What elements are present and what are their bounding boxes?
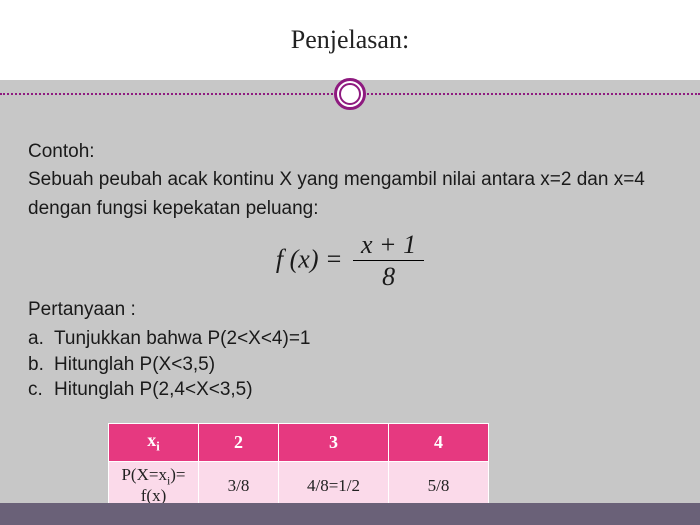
formula-numerator: x + 1: [353, 231, 424, 261]
table-header-row: xi 2 3 4: [109, 423, 489, 461]
question-text: Hitunglah P(X<3,5): [54, 352, 215, 378]
formula-denominator: 8: [353, 261, 424, 292]
table-header-col: 4: [389, 423, 489, 461]
formula-lhs: f (x) =: [276, 244, 343, 273]
content-area: Contoh: Sebuah peubah acak kontinu X yan…: [0, 80, 700, 511]
questions-header: Pertanyaan :: [28, 298, 672, 322]
formula: f (x) = x + 1 8: [28, 231, 672, 292]
question-text: Hitunglah P(2,4<X<3,5): [54, 377, 253, 403]
table-header-col: 3: [279, 423, 389, 461]
question-item: c. Hitunglah P(2,4<X<3,5): [28, 377, 672, 403]
question-marker: a.: [28, 326, 54, 352]
intro-line2: dengan fungsi kepekatan peluang:: [28, 197, 672, 221]
intro-line1: Sebuah peubah acak kontinu X yang mengam…: [28, 168, 672, 192]
probability-table-wrap: xi 2 3 4 P(X=xi)= f(x) 3/8 4/8=1/2 5/8: [108, 423, 672, 511]
formula-fraction: x + 1 8: [353, 231, 424, 292]
questions-block: Pertanyaan : a. Tunjukkan bahwa P(2<X<4)…: [28, 298, 672, 403]
question-item: b. Hitunglah P(X<3,5): [28, 352, 672, 378]
question-text: Tunjukkan bahwa P(2<X<4)=1: [54, 326, 311, 352]
question-marker: c.: [28, 377, 54, 403]
question-item: a. Tunjukkan bahwa P(2<X<4)=1: [28, 326, 672, 352]
header-band: Penjelasan:: [0, 0, 700, 80]
circle-ornament-icon: [334, 78, 366, 110]
footer-band: [0, 503, 700, 525]
table-header-xi: xi: [109, 423, 199, 461]
table-header-col: 2: [199, 423, 279, 461]
probability-table: xi 2 3 4 P(X=xi)= f(x) 3/8 4/8=1/2 5/8: [108, 423, 489, 511]
page-title: Penjelasan:: [291, 25, 409, 55]
question-marker: b.: [28, 352, 54, 378]
intro-heading: Contoh:: [28, 140, 672, 164]
